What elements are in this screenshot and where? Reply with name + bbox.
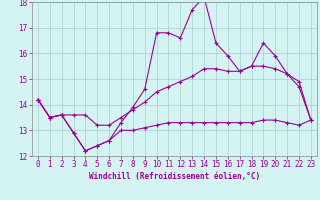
X-axis label: Windchill (Refroidissement éolien,°C): Windchill (Refroidissement éolien,°C) bbox=[89, 172, 260, 181]
